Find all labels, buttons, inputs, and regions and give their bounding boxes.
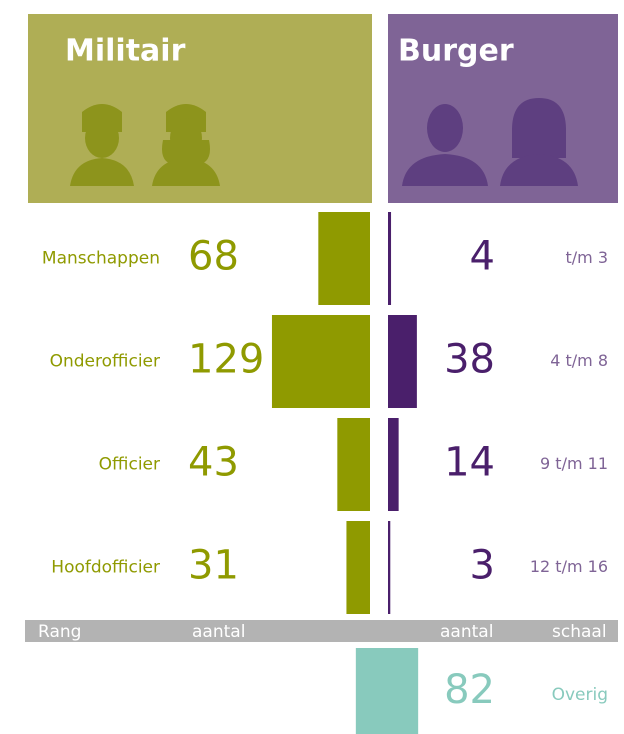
militair-value: 129 [188,337,264,383]
militair-value: 31 [188,543,239,589]
scale-label: 4 t/m 8 [550,351,608,370]
militair-icons [70,104,220,186]
axis-label: aantal [440,622,493,642]
category-label: Onderofficier [50,352,160,372]
burger-bar [388,212,392,305]
burger-icons [402,98,578,186]
burger-bar [388,315,417,408]
militair-bar [318,212,370,305]
scale-label: t/m 3 [565,248,608,267]
axis-label: aantal [192,622,245,642]
axis-label: schaal [552,622,607,642]
burger-value: 4 [470,234,495,280]
burger-value: 14 [444,440,495,486]
scale-label: 12 t/m 16 [530,557,608,576]
burger-value: 38 [444,337,495,383]
category-label: Manschappen [42,249,160,269]
other-label: Overig [552,685,608,705]
militair-value: 68 [188,234,239,280]
burger-bar [388,521,391,614]
other-value: 82 [444,667,495,713]
militair-bar [346,521,370,614]
axis-label: Rang [38,622,81,642]
category-label: Officier [99,455,160,475]
militair-bar [271,315,370,408]
burger-value: 3 [470,543,495,589]
militair-value: 43 [188,440,239,486]
burger-title: Burger [398,34,514,69]
axis-band [25,620,618,642]
burger-bar [388,418,399,511]
militair-bar [337,418,370,511]
scale-label: 9 t/m 11 [540,454,608,473]
category-label: Hoofdofficier [51,558,160,578]
other-bar [355,648,419,734]
militair-title: Militair [65,34,186,69]
